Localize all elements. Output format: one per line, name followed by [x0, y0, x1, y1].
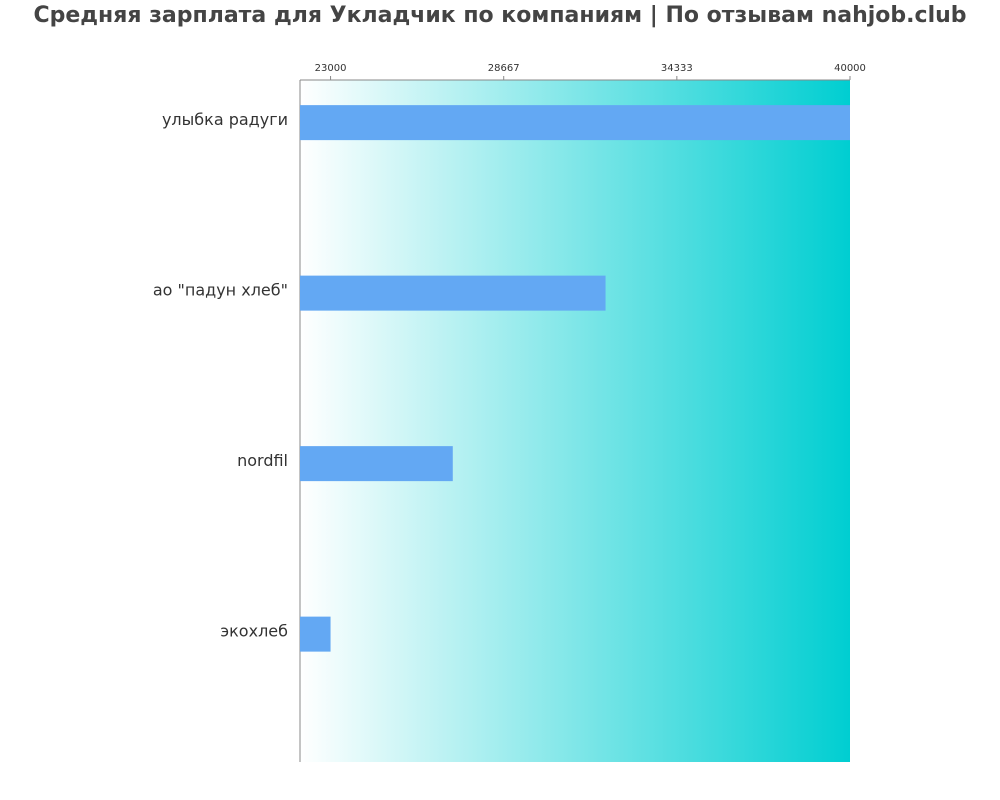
bar [300, 616, 331, 652]
y-tick-label: экохлеб [220, 622, 288, 641]
plot-background [300, 80, 850, 762]
bar [300, 105, 850, 141]
bar [300, 446, 453, 482]
y-tick-label: улыбка радуги [162, 110, 288, 129]
bar [300, 275, 606, 311]
x-tick-label: 40000 [834, 63, 866, 74]
chart-title: Средняя зарплата для Укладчик по компани… [33, 3, 966, 28]
x-tick-label: 23000 [315, 63, 347, 74]
x-tick-label: 34333 [661, 63, 693, 74]
x-tick-label: 28667 [488, 63, 520, 74]
y-tick-label: ао "падун хлеб" [153, 281, 288, 300]
y-tick-label: nordfil [237, 451, 288, 470]
